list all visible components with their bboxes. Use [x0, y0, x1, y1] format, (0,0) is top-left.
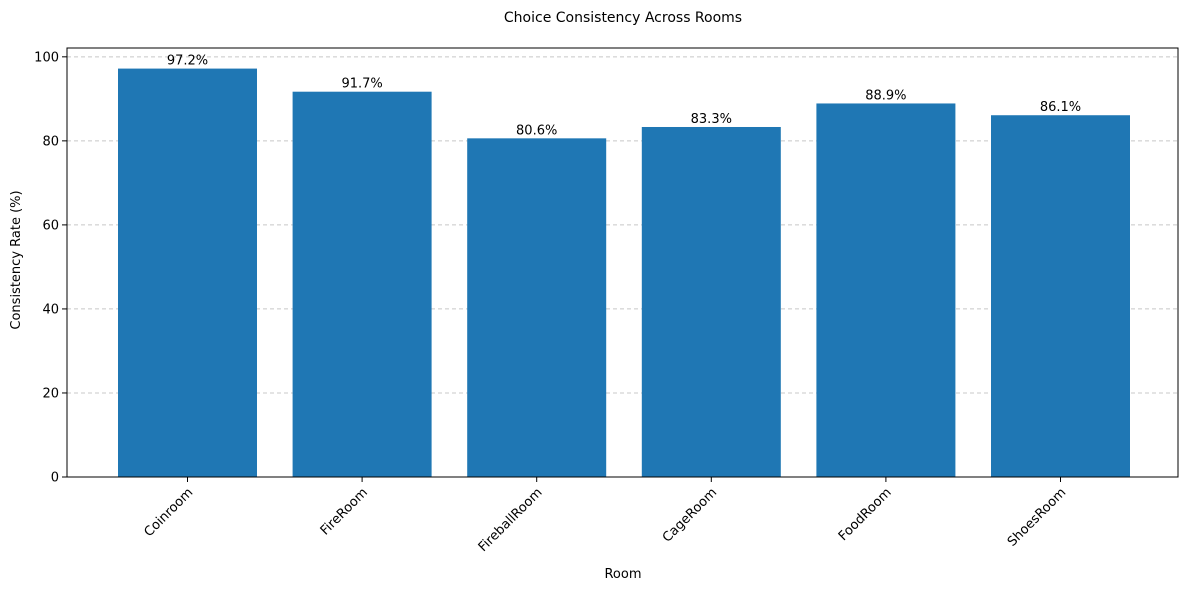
data-label: 91.7% — [341, 77, 382, 92]
data-label: 88.9% — [865, 88, 906, 103]
bars — [118, 68, 1130, 478]
y-axis-label: Consistency Rate (%) — [9, 190, 24, 329]
y-tick-label: 80 — [42, 134, 59, 149]
y-tick-label: 0 — [51, 471, 59, 486]
bar-shoesroom — [991, 115, 1130, 477]
chart-title: Choice Consistency Across Rooms — [504, 10, 742, 26]
bar-cageroom — [641, 126, 781, 478]
bar-foodroom — [816, 103, 956, 478]
bar-fireroom — [292, 91, 432, 477]
x-axis-label: Room — [604, 567, 641, 582]
data-label: 97.2% — [167, 54, 208, 69]
bar-fireballroom — [467, 138, 607, 478]
bar-coinroom — [118, 68, 257, 478]
data-label: 80.6% — [516, 123, 557, 138]
y-tick-label: 20 — [42, 386, 59, 401]
plot-frame — [66, 47, 1179, 478]
y-ticks: 0 20 40 60 80 100 — [34, 50, 67, 486]
y-tick-label: 40 — [42, 302, 59, 317]
y-tick-label: 60 — [42, 218, 59, 233]
data-label: 86.1% — [1040, 100, 1081, 115]
data-labels: 97.2% 91.7% 80.6% 83.3% 88.9% 86.1% — [167, 54, 1081, 139]
y-tick-label: 100 — [34, 50, 59, 65]
data-label: 83.3% — [691, 112, 732, 127]
